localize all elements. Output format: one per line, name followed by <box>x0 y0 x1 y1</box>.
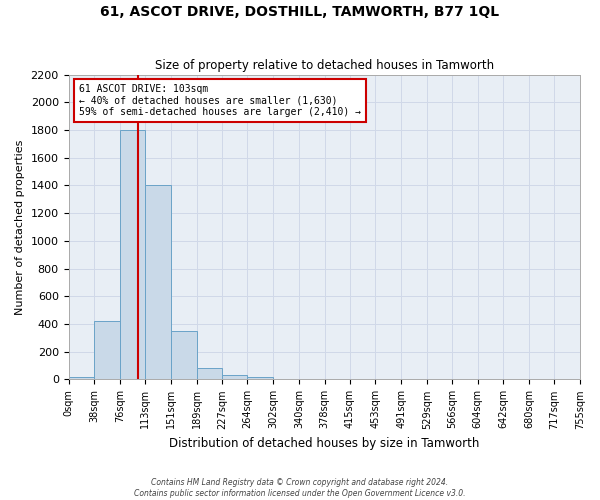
Bar <box>120 130 145 380</box>
Bar <box>247 376 273 380</box>
Bar <box>145 186 171 380</box>
Bar <box>171 331 197 380</box>
Bar <box>94 321 120 380</box>
Text: 61 ASCOT DRIVE: 103sqm
← 40% of detached houses are smaller (1,630)
59% of semi-: 61 ASCOT DRIVE: 103sqm ← 40% of detached… <box>79 84 361 117</box>
Bar <box>68 376 94 380</box>
X-axis label: Distribution of detached houses by size in Tamworth: Distribution of detached houses by size … <box>169 437 479 450</box>
Text: Contains HM Land Registry data © Crown copyright and database right 2024.
Contai: Contains HM Land Registry data © Crown c… <box>134 478 466 498</box>
Bar <box>197 368 223 380</box>
Text: 61, ASCOT DRIVE, DOSTHILL, TAMWORTH, B77 1QL: 61, ASCOT DRIVE, DOSTHILL, TAMWORTH, B77… <box>100 5 500 19</box>
Y-axis label: Number of detached properties: Number of detached properties <box>15 140 25 314</box>
Bar <box>223 376 247 380</box>
Bar <box>273 379 299 380</box>
Title: Size of property relative to detached houses in Tamworth: Size of property relative to detached ho… <box>155 59 494 72</box>
